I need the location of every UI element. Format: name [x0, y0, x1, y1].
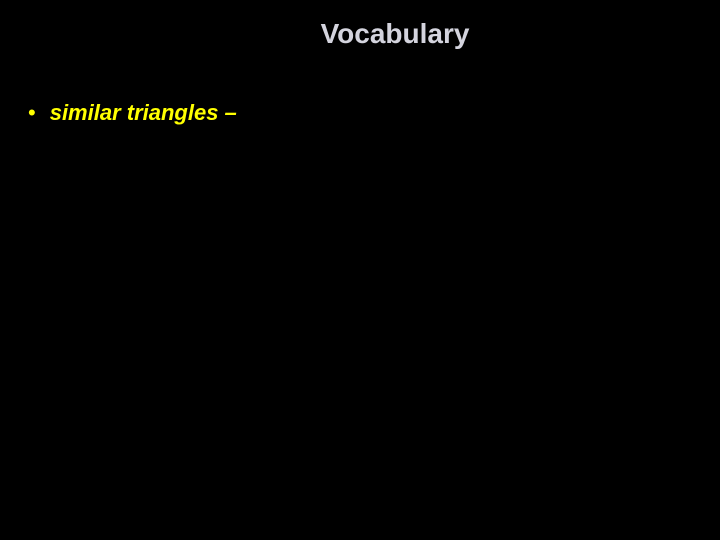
- bullet-text: similar triangles –: [50, 100, 237, 126]
- slide-container: Vocabulary • similar triangles –: [0, 0, 720, 540]
- bullet-list: • similar triangles –: [0, 100, 720, 126]
- slide-title: Vocabulary: [0, 0, 720, 50]
- bullet-marker: •: [28, 100, 36, 126]
- list-item: • similar triangles –: [28, 100, 720, 126]
